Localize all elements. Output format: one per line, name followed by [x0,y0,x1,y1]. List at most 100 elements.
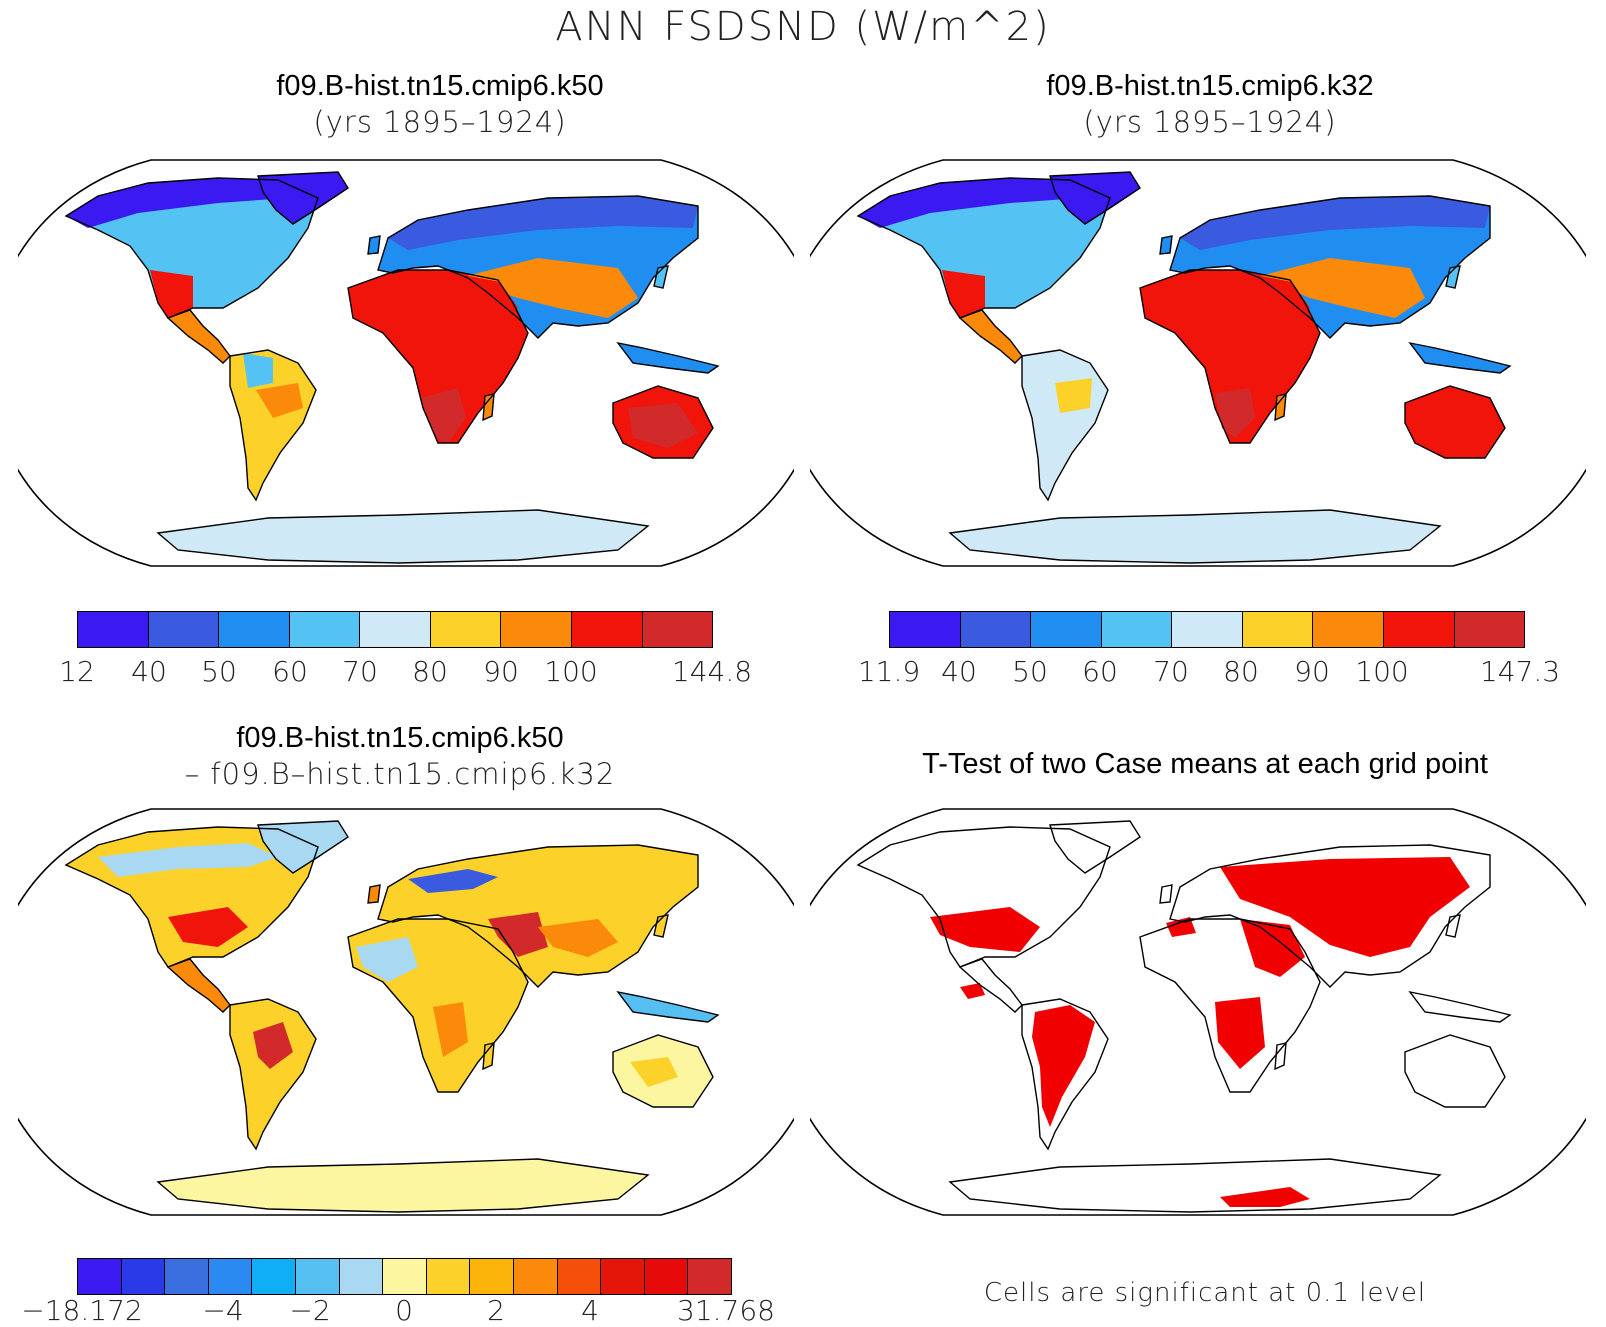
coastline [1408,990,1512,1023]
value-region [356,937,418,982]
cb2-label: 100 [1355,655,1409,688]
panel3-title-minus: – f09.B–hist.tn15.cmip6.k32 [184,757,616,791]
value-region [1148,270,1310,326]
coastline [1049,171,1141,225]
value-region [538,919,618,957]
cb2-label: 40 [941,655,977,688]
colorbar-swatch [148,612,220,647]
map-frame [810,159,1586,567]
cb3-label: −4 [202,1294,244,1327]
value-region [1166,917,1196,937]
colorbar-swatch [1101,612,1173,647]
value-region [628,403,698,448]
colorbar-swatch [339,1259,384,1294]
coastline [229,998,317,1151]
value-region [253,1022,293,1069]
landmass [1410,343,1510,373]
colorbar-swatch [383,1259,427,1294]
cb3-label: −18.172 [21,1294,143,1327]
landmass [230,999,316,1149]
coastline [1049,820,1141,874]
cb1-label: 90 [483,655,519,688]
cb3-label: 31.768 [677,1294,775,1327]
value-region [458,258,638,318]
cb3-label: 2 [487,1294,505,1327]
panel2-title: f09.B-hist.tn15.cmip6.k32 (yrs 1895–1924… [820,70,1600,139]
colorbar-swatch [1383,612,1455,647]
map-frame [810,808,1586,1216]
landmass [1405,1035,1505,1107]
panel1-map [18,159,794,567]
coastline [612,385,714,459]
landmass [1050,821,1140,873]
cb1-label: 80 [412,655,448,688]
coastline [948,509,1442,564]
cb3-label: −2 [289,1294,331,1327]
value-region [488,912,548,957]
coastline [616,990,720,1023]
colorbar-swatch [121,1259,166,1294]
coastline [347,269,529,444]
panel3-map [18,808,794,1216]
colorbar-swatch [1313,612,1384,647]
colorbar-swatch [289,612,361,647]
colorbar-swatch [960,612,1032,647]
colorbar-swatch [644,1259,689,1294]
coastline [377,195,699,339]
landmass [368,885,380,903]
cb1-label: 70 [342,655,378,688]
figure-title: ANN FSDSND (W/m^2) [555,4,1051,50]
landmass [483,1043,494,1069]
panel2-title-case: f09.B-hist.tn15.cmip6.k32 [1046,70,1374,102]
panel2-title-years: (yrs 1895–1924) [1083,105,1337,139]
cb1-label: 144.8 [671,655,753,688]
landmass [1275,394,1286,420]
colorbar-swatch [1031,612,1102,647]
landmass [168,959,230,1012]
map-continents [856,820,1512,1213]
cb3-label: 0 [395,1294,413,1327]
landmass [1022,350,1108,500]
colorbar-swatch [78,612,149,647]
panel3-colorbar [77,1258,732,1295]
landmass [960,959,1022,1012]
value-region [1420,403,1490,448]
value-region [1055,378,1092,413]
value-region [168,907,248,947]
value-region [960,983,985,999]
coastline [653,914,669,938]
coastline [367,884,381,904]
cb3-label: 4 [581,1294,599,1327]
colorbar-swatch [295,1259,340,1294]
value-region [98,843,278,877]
landmass [1160,236,1172,254]
value-region [433,1002,468,1057]
panel1-colorbar [77,611,713,648]
map-continents [64,820,720,1213]
coastline [1445,265,1461,289]
landmass [158,1159,648,1212]
coastline [156,509,650,564]
landmass [1410,992,1510,1022]
colorbar-swatch [360,612,431,647]
cb2-label: 60 [1082,655,1118,688]
coastline [1021,998,1109,1151]
value-region [243,353,273,388]
colorbar-swatch [252,1259,296,1294]
landmass [960,310,1022,363]
value-region [1240,919,1305,977]
colorbar-swatch [1454,612,1525,647]
cb1-label: 100 [544,655,598,688]
coastline [257,820,349,874]
value-region [930,907,1040,952]
coastline [1139,918,1321,1093]
colorbar-swatch [601,1259,645,1294]
coastline [1169,844,1491,988]
colorbar-swatch [688,1259,731,1294]
coastline [482,1042,495,1071]
coastline [653,265,669,289]
coastline [347,918,529,1093]
coastline [612,1034,714,1108]
panel1-title: f09.B-hist.tn15.cmip6.k50 (yrs 1895–1924… [50,70,830,139]
colorbar-swatch [642,612,713,647]
